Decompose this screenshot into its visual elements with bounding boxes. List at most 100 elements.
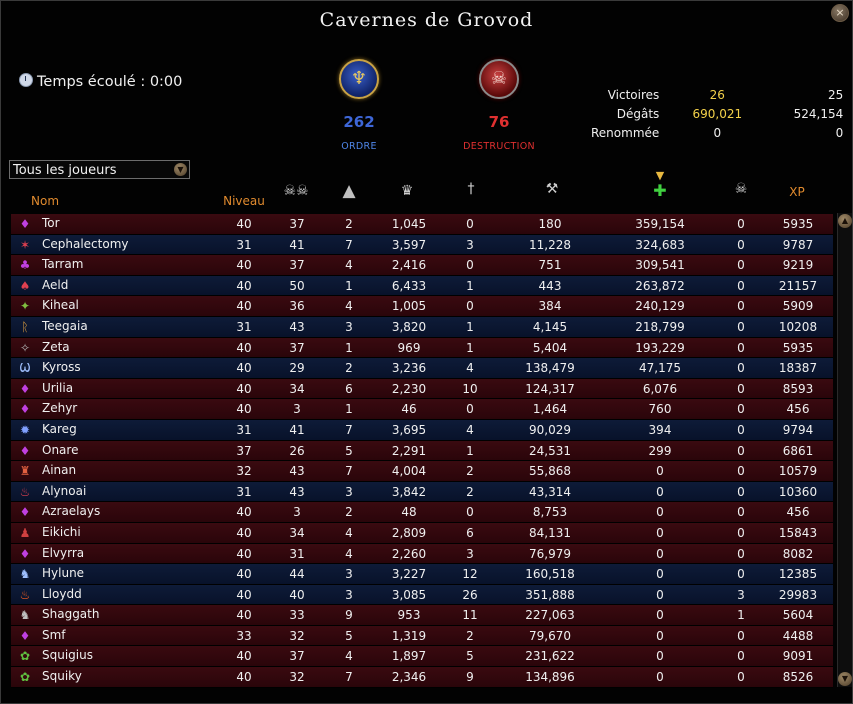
cell-deaths: 4	[345, 258, 353, 273]
table-row[interactable]: ✶ Cephalectomy 31 41 7 3,597 3 11,228 324,683 0 97…	[11, 234, 833, 256]
cell-heal: 760	[648, 402, 672, 417]
column-header-name[interactable]: Nom	[31, 194, 60, 208]
cell-solo: 10	[462, 381, 478, 396]
crown-icon[interactable]: ♛	[400, 183, 414, 199]
cell-xp: 21157	[778, 278, 818, 293]
table-row[interactable]: ♦ Azraelays 40 3 2 48 0 8,753 0 0 456	[11, 502, 833, 523]
cell-level: 32	[236, 464, 252, 479]
cell-solo: 0	[466, 402, 474, 417]
table-row[interactable]: ♞ Hylune 40 44 3 3,227 12 160,518 0 0 12385	[11, 564, 833, 585]
class-icon: ♦	[19, 628, 31, 643]
class-icon: ᚱ	[21, 319, 29, 334]
cell-renown: 3,597	[391, 237, 427, 252]
cell-heal: 0	[656, 628, 664, 643]
cell-solo: 0	[466, 505, 474, 520]
cell-xp: 6861	[782, 443, 814, 458]
cell-renown: 2,346	[391, 670, 427, 685]
cell-level: 31	[236, 319, 252, 334]
cell-xp: 5935	[782, 217, 814, 231]
cell-solo: 26	[462, 587, 478, 602]
player-name: Teegaia	[42, 318, 88, 333]
cell-kb: 37	[289, 340, 305, 355]
cell-deaths: 7	[345, 237, 353, 252]
cell-dmg: 43,314	[529, 484, 571, 499]
cell-deaths: 3	[345, 484, 353, 499]
cell-heal: 0	[656, 525, 664, 540]
table-row[interactable]: ✿ Squigius 40 37 4 1,897 5 231,622 0 0 9091	[11, 646, 833, 668]
player-name: Elvyrra	[42, 545, 85, 560]
player-name: Zeta	[42, 339, 70, 354]
table-row[interactable]: ♟ Eikichi 40 34 4 2,809 6 84,131 0 0 15843	[11, 522, 833, 544]
chevron-down-icon[interactable]: ▼	[174, 163, 187, 176]
skulls-icon[interactable]: ☠☠	[283, 183, 309, 199]
table-row[interactable]: ✧ Zeta 40 37 1 969 1 5,404 193,229 0 5935	[11, 337, 833, 359]
table-row[interactable]: ᚱ Teegaia 31 43 3 3,820 1 4,145 218,799 0 10208	[11, 316, 833, 338]
cell-solo: 2	[466, 484, 474, 499]
cell-level: 31	[236, 484, 252, 499]
player-name: Shaggath	[42, 607, 100, 622]
table-row[interactable]: ♜ Ainan 32 43 7 4,004 2 55,868 0 0 10579	[11, 461, 833, 482]
cell-level: 40	[236, 608, 252, 623]
table-row[interactable]: ♨ Alynoai 31 43 3 3,842 2 43,314 0 0 10360	[11, 481, 833, 503]
cell-prot: 0	[737, 381, 745, 396]
cell-level: 40	[236, 381, 252, 396]
table-row[interactable]: ♦ Zehyr 40 3 1 46 0 1,464 760 0 456	[11, 399, 833, 420]
cell-prot: 0	[737, 443, 745, 458]
close-icon[interactable]: ×	[831, 4, 849, 22]
table-row[interactable]: Ѡ Kyross 40 29 2 3,236 4 138,479 47,175 0 18387	[11, 358, 833, 379]
cell-xp: 10360	[778, 484, 818, 499]
scroll-up-icon[interactable]: ▲	[838, 214, 852, 228]
cell-prot: 1	[737, 608, 745, 623]
cell-renown: 6,433	[391, 278, 427, 293]
cell-renown: 1,045	[391, 217, 427, 231]
cell-dmg: 76,979	[529, 546, 571, 561]
cell-prot: 0	[737, 670, 745, 685]
tombstone-icon[interactable]: ▲	[342, 181, 356, 201]
table-row[interactable]: ♠ Aeld 40 50 1 6,433 1 443 263,872 0 21157	[11, 275, 833, 297]
cell-heal: 0	[656, 546, 664, 561]
table-row[interactable]: ♦ Urilia 40 34 6 2,230 10 124,317 6,076 0 8593	[11, 378, 833, 400]
cell-kb: 32	[289, 670, 305, 685]
table-row[interactable]: ♣ Tarram 40 37 4 2,416 0 751 309,541 0 9219	[11, 255, 833, 276]
class-icon: ♠	[19, 278, 31, 293]
table-row[interactable]: ✹ Kareg 31 41 7 3,695 4 90,029 394 0 9794	[11, 419, 833, 441]
column-header-level[interactable]: Niveau	[223, 194, 265, 208]
cell-kb: 36	[289, 299, 305, 314]
cell-xp: 9091	[782, 649, 814, 664]
table-row[interactable]: ✦ Kiheal 40 36 4 1,005 0 384 240,129 0 5909	[11, 296, 833, 317]
player-name: Squigius	[42, 648, 93, 663]
cell-deaths: 2	[345, 217, 353, 231]
cell-level: 31	[236, 237, 252, 252]
cell-dmg: 138,479	[525, 361, 575, 376]
cell-prot: 0	[737, 484, 745, 499]
cell-solo: 2	[466, 628, 474, 643]
cell-prot: 0	[737, 278, 745, 293]
cell-dmg: 134,896	[525, 670, 575, 685]
scroll-down-icon[interactable]: ▼	[838, 672, 852, 686]
player-filter-select[interactable]: Tous les joueurs ▼	[9, 160, 190, 179]
table-row[interactable]: ♦ Smf 33 32 5 1,319 2 79,670 0 0 4488	[11, 625, 833, 647]
dagger-icon[interactable]: †	[467, 181, 475, 197]
player-name: Tor	[42, 216, 60, 230]
table-row[interactable]: ♦ Onare 37 26 5 2,291 1 24,531 299 0 6861	[11, 440, 833, 462]
cell-solo: 1	[466, 319, 474, 334]
cell-solo: 3	[466, 546, 474, 561]
skull-icon[interactable]: ☠	[734, 181, 748, 197]
cell-heal: 0	[656, 670, 664, 685]
cell-deaths: 7	[345, 464, 353, 479]
table-row[interactable]: ♞ Shaggath 40 33 9 953 11 227,063 0 1 5604	[11, 605, 833, 626]
cell-kb: 26	[289, 443, 305, 458]
table-row[interactable]: ♦ Elvyrra 40 31 4 2,260 3 76,979 0 0 8082	[11, 543, 833, 565]
heal-cross-icon[interactable]: ✚	[653, 181, 667, 200]
table-row[interactable]: ✿ Squiky 40 32 7 2,346 9 134,896 0 0 8526	[11, 667, 833, 688]
table-row[interactable]: ♦ Tor 40 37 2 1,045 0 180 359,154 0 5935	[11, 214, 833, 235]
cell-solo: 4	[466, 361, 474, 376]
cell-deaths: 3	[345, 587, 353, 602]
table-row[interactable]: ♨ Lloydd 40 40 3 3,085 26 351,888 0 3 29983	[11, 584, 833, 606]
axe-icon[interactable]: ⚒	[545, 181, 559, 197]
player-name: Kiheal	[42, 298, 79, 313]
cell-prot: 0	[737, 546, 745, 561]
column-header-xp[interactable]: XP	[789, 185, 805, 199]
vertical-scrollbar[interactable]: ▲ ▼	[837, 213, 852, 687]
